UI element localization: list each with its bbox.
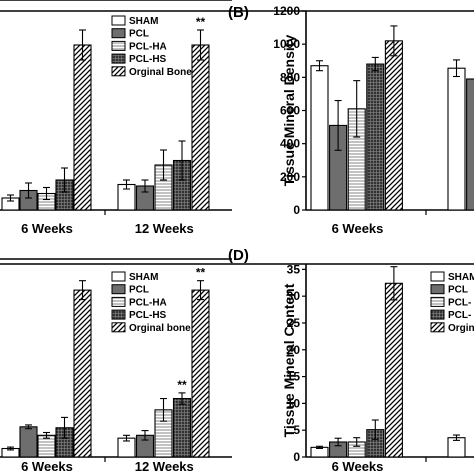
y-tick-label: 1000: [273, 37, 300, 51]
legend-label: SHAM: [448, 272, 474, 283]
y-tick-label: 15: [287, 370, 301, 384]
legend-label: SHAM: [129, 272, 158, 283]
panel-label-d: (D): [228, 247, 249, 264]
panel-label-b: (B): [228, 4, 249, 21]
y-axis-title: Tissue Mineral Density: [281, 35, 297, 187]
legend-label: PCL-HA: [129, 41, 167, 52]
category-label: 6 Weeks: [332, 221, 384, 236]
significance-marker: **: [177, 378, 187, 392]
legend-label: Orginal bone: [129, 323, 191, 334]
legend-label: PCL: [129, 285, 149, 296]
bar: [19, 426, 38, 458]
legend-label: Orgina: [448, 323, 474, 334]
legend-label: Orginal Bone: [129, 67, 192, 78]
bar: [172, 397, 192, 458]
y-tick-label: 0: [293, 450, 300, 464]
y-tick-label: 10: [287, 396, 301, 410]
y-tick-label: 200: [280, 170, 300, 184]
legend-swatch: [111, 53, 126, 64]
legend-label: SHAM: [129, 16, 158, 27]
significance-marker: **: [196, 15, 206, 29]
legend-swatch: [430, 284, 445, 295]
bar: [73, 289, 92, 458]
legend-label: PCL: [129, 29, 149, 40]
legend-swatch: [111, 271, 126, 282]
bar: [191, 44, 210, 211]
category-label: 12 Weeks: [135, 221, 194, 236]
y-tick-label: 5: [293, 423, 300, 437]
y-tick-label: 800: [280, 70, 300, 84]
y-axis-title: Tissue Mineral Content: [281, 283, 297, 437]
legend-swatch: [430, 296, 445, 307]
legend-swatch: [111, 322, 126, 333]
category-label: 6 Weeks: [21, 459, 73, 474]
bar: [73, 44, 92, 211]
y-tick-label: 600: [280, 104, 300, 118]
legend-swatch: [111, 309, 126, 320]
legend-swatch: [111, 296, 126, 307]
category-label: 12 Weeks: [135, 459, 194, 474]
legend-label: PCL-HA: [129, 297, 167, 308]
y-tick-label: 30: [287, 289, 301, 303]
legend-swatch: [111, 284, 126, 295]
bar: [310, 65, 329, 211]
legend-swatch: [430, 309, 445, 320]
legend-swatch: [430, 271, 445, 282]
significance-marker: **: [196, 266, 206, 280]
y-tick-label: 20: [287, 343, 301, 357]
legend-swatch: [111, 28, 126, 39]
y-tick-label: 25: [287, 316, 301, 330]
bar: [366, 63, 385, 211]
y-tick-label: 0: [293, 203, 300, 217]
legend-label: PCL-HS: [129, 310, 167, 321]
bar: [384, 282, 403, 458]
y-tick-label: 400: [280, 137, 300, 151]
y-tick-label: 1200: [273, 4, 300, 18]
bar: [447, 67, 466, 211]
legend-label: PCL-HS: [129, 54, 167, 65]
bar: [466, 78, 474, 211]
legend-swatch: [430, 322, 445, 333]
panel-d-chart: 0 5 10 15 20 25 30 35 Tissue Mineral Content 6 We…: [0, 262, 474, 474]
legend-label: PCL-: [448, 297, 471, 308]
panel-b-chart: 0 200 400 600 800 1000 1200 Tissue Mineral Dens…: [0, 4, 474, 236]
legend-swatch: [111, 40, 126, 51]
legend-swatch: [111, 66, 126, 77]
legend-label: PCL-: [448, 310, 471, 321]
bar: [384, 40, 403, 211]
category-label: 6 Weeks: [21, 221, 73, 236]
legend-label: PCL: [448, 285, 468, 296]
y-tick-label: 35: [287, 262, 301, 276]
category-label: 6 Weeks: [332, 459, 384, 474]
bar: [191, 289, 210, 458]
legend-swatch: [111, 15, 126, 26]
